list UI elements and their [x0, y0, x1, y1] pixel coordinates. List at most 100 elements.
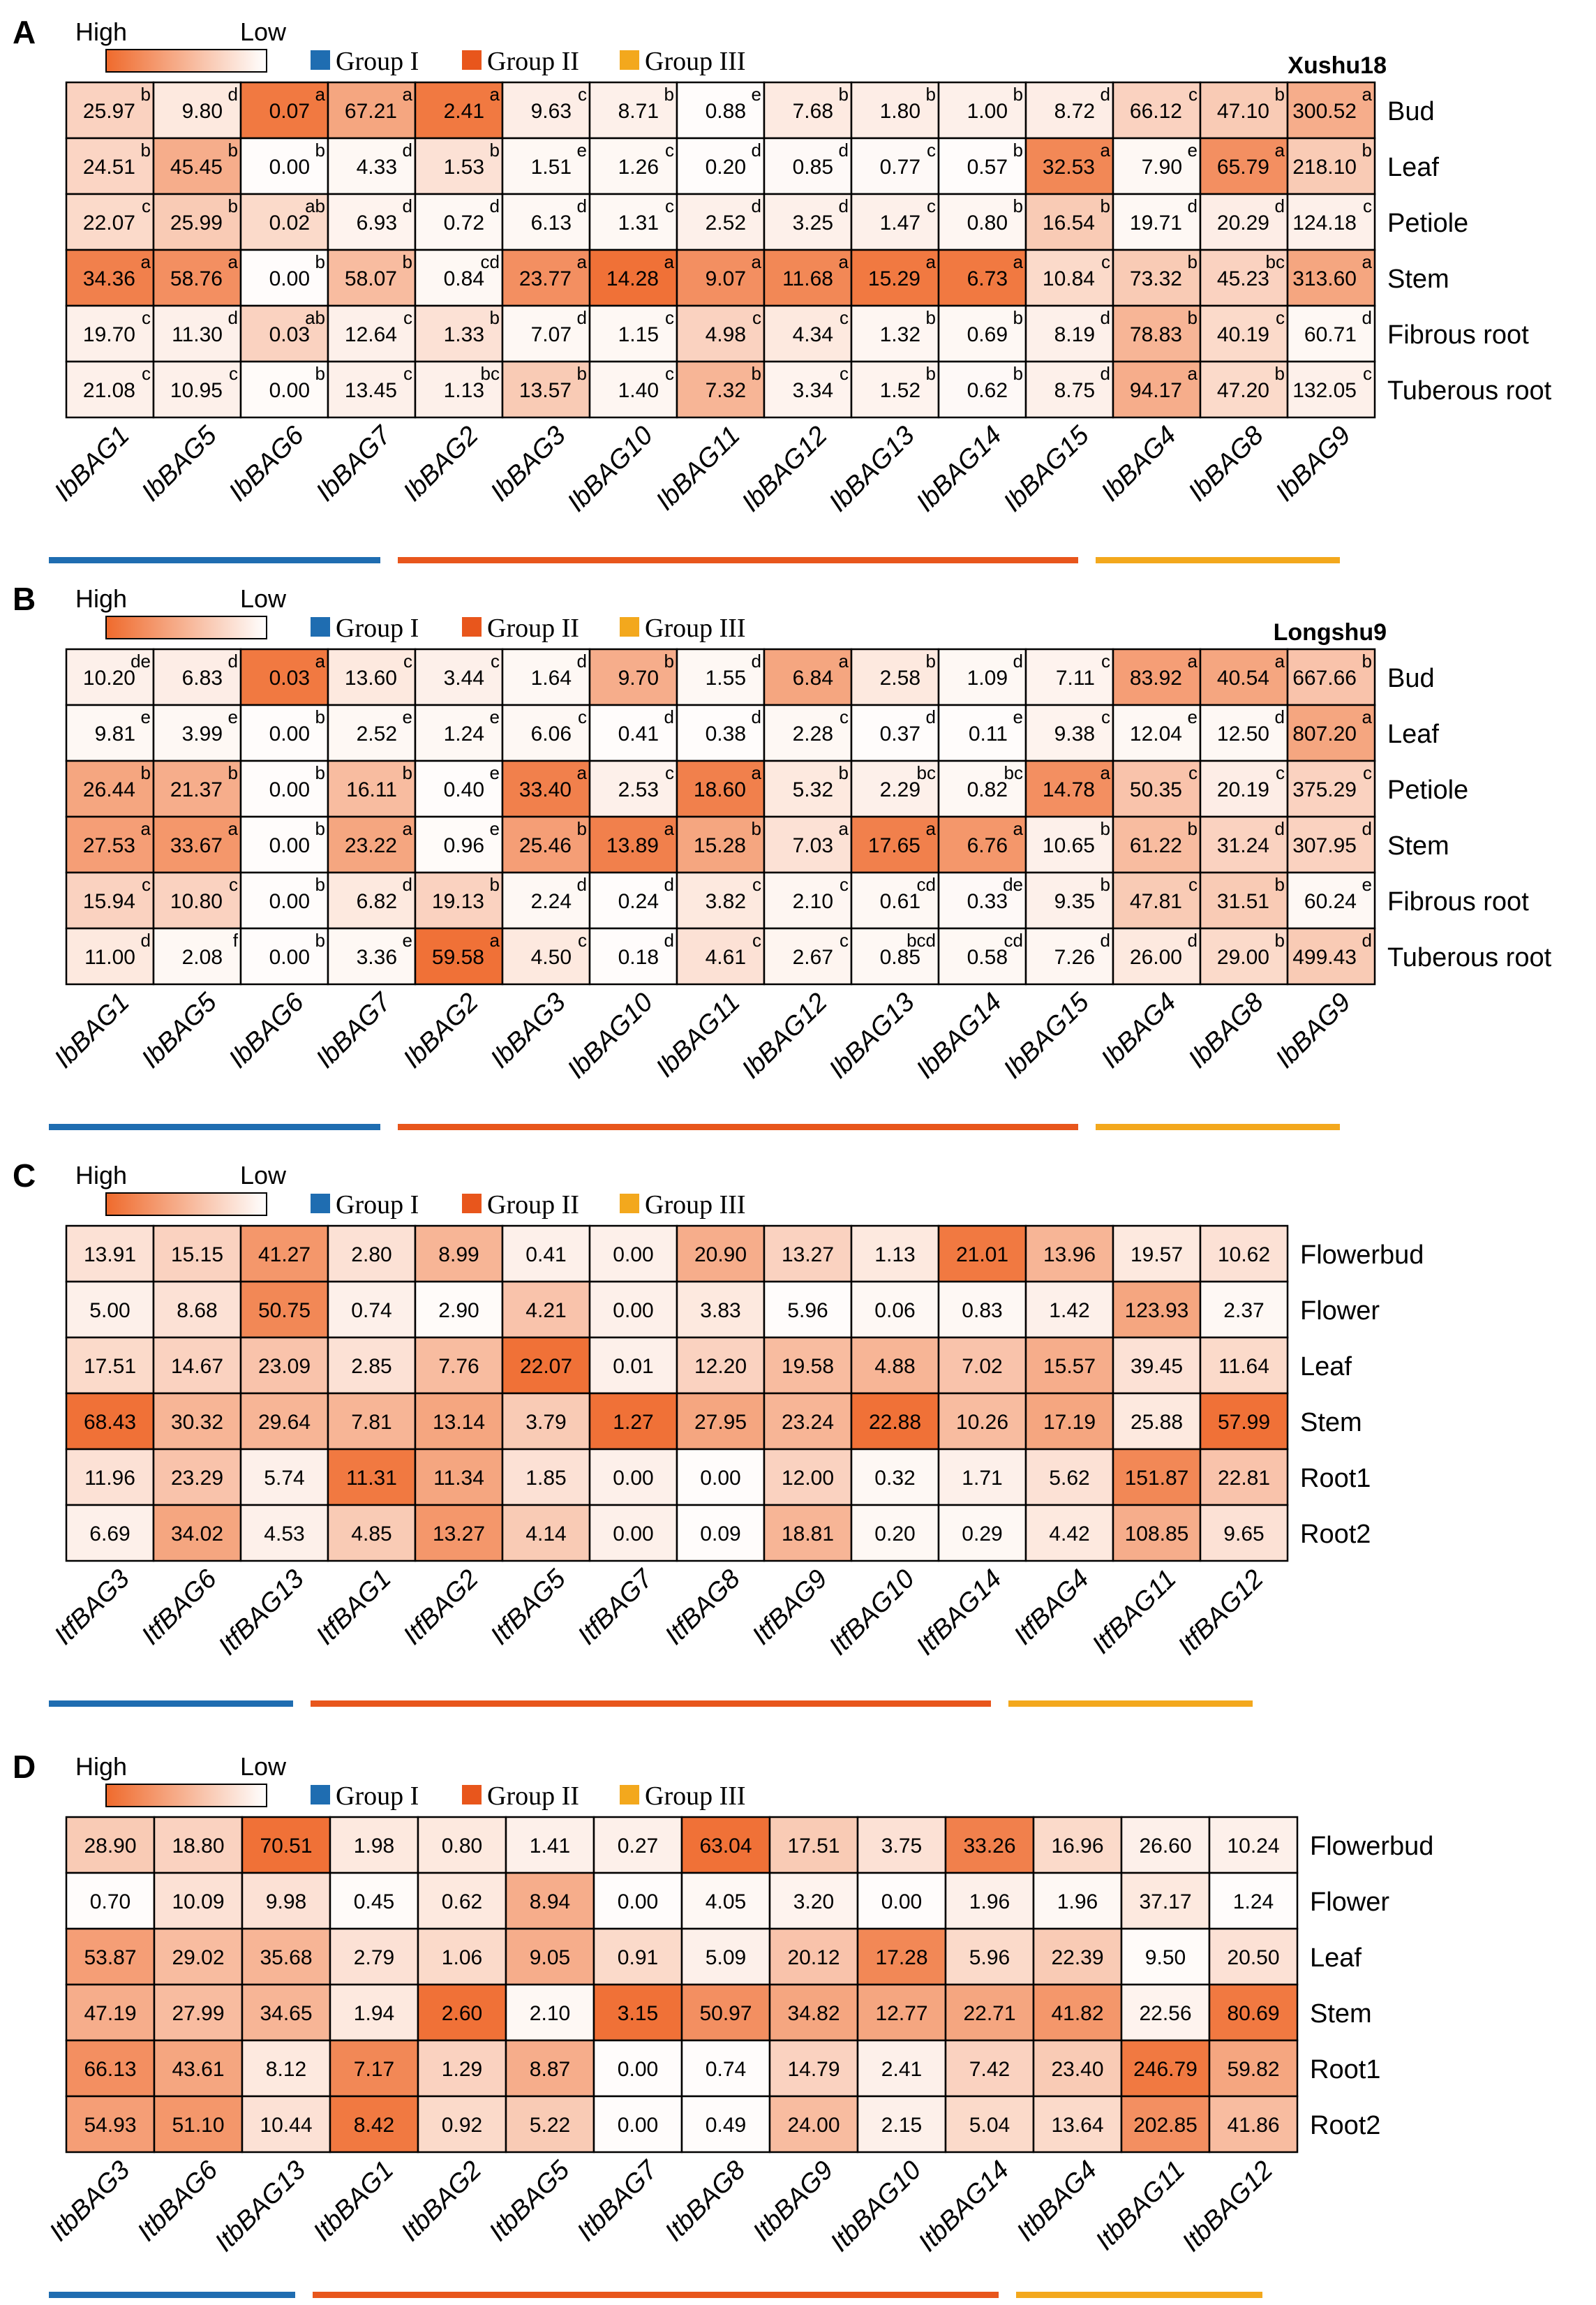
significance-letter: a	[926, 251, 937, 272]
heatmap-cell	[937, 759, 1027, 818]
column-label: IbBAG1	[49, 421, 135, 507]
significance-letter: d	[752, 651, 761, 672]
cell-value: 41.82	[1051, 2002, 1103, 2025]
cell-value: 12.50	[1217, 722, 1269, 746]
cell-value: 20.12	[787, 1946, 840, 1969]
heatmap-cell	[850, 1336, 940, 1395]
heatmap-cell	[763, 648, 853, 706]
significance-letter: a	[664, 251, 675, 272]
heatmap-cell	[1286, 304, 1376, 363]
heatmap-cell	[1024, 759, 1114, 818]
cell-value: 1.85	[525, 1467, 566, 1490]
cell-value: 0.00	[613, 1467, 653, 1490]
significance-letter: b	[752, 818, 761, 839]
cell-value: 0.11	[969, 722, 1008, 746]
panel-title: Xushu18	[1288, 52, 1387, 79]
significance-letter: d	[228, 307, 238, 328]
cell-value: 2.67	[793, 946, 833, 969]
heatmap-cell	[1024, 871, 1114, 930]
significance-letter: b	[1101, 818, 1110, 839]
heatmap-cell	[65, 1392, 155, 1451]
cell-value: 11.30	[172, 323, 223, 346]
cell-value: 0.00	[269, 156, 310, 179]
heatmap-cell	[1112, 1224, 1202, 1283]
cell-value: 34.82	[787, 2002, 840, 2025]
cell-value: 0.57	[967, 156, 1008, 179]
cell-value: 1.33	[444, 323, 484, 346]
significance-letter: b	[141, 84, 151, 105]
cell-value: 0.27	[618, 1835, 658, 1858]
cell-value: 1.27	[613, 1411, 653, 1434]
cell-value: 0.38	[706, 722, 746, 746]
heatmap-cell	[65, 360, 155, 419]
cell-value: 94.17	[1130, 379, 1182, 402]
cell-value: 7.42	[969, 2058, 1010, 2081]
cell-value: 41.27	[258, 1243, 311, 1266]
significance-letter: c	[403, 363, 412, 384]
cell-value: 22.07	[83, 212, 135, 235]
heatmap-cell	[850, 815, 940, 874]
cell-value: 5.32	[793, 778, 833, 801]
cell-value: 0.74	[706, 2058, 746, 2081]
legend-label-group-1: Group I	[336, 614, 419, 643]
heatmap-cell	[676, 1392, 766, 1451]
legend-low-label: Low	[240, 1752, 287, 1781]
cell-value: 51.10	[172, 2114, 224, 2137]
heatmap-cell	[65, 759, 155, 818]
significance-letter: e	[490, 818, 500, 839]
cell-value: 0.00	[269, 722, 310, 746]
significance-letter: bc	[481, 363, 500, 384]
row-label: Flower	[1300, 1296, 1380, 1326]
heatmap-cell	[588, 360, 678, 419]
cell-value: 246.79	[1133, 2058, 1198, 2081]
cell-value: 3.83	[700, 1299, 740, 1322]
cell-value: 6.93	[357, 212, 397, 235]
row-label: Petiole	[1387, 776, 1468, 805]
cell-value: 0.00	[613, 1522, 653, 1546]
heatmap-cell	[414, 1224, 504, 1283]
cell-value: 1.29	[442, 2058, 482, 2081]
cell-value: 68.43	[84, 1411, 136, 1434]
legend-label-group-1: Group I	[336, 1781, 419, 1811]
cell-value: 78.83	[1130, 323, 1182, 346]
heatmap-cell	[588, 815, 678, 874]
cell-value: 18.81	[782, 1522, 834, 1546]
cell-value: 108.85	[1125, 1522, 1189, 1546]
cell-value: 7.68	[793, 100, 833, 123]
heatmap-cell	[327, 815, 417, 874]
significance-letter: c	[578, 84, 587, 105]
heatmap-cell	[1208, 1983, 1299, 2042]
heatmap-cell	[239, 249, 329, 307]
cell-value: 5.96	[969, 1946, 1010, 1969]
heatmap-cell	[588, 1336, 678, 1395]
heatmap-cell	[676, 1280, 766, 1339]
significance-letter: c	[403, 307, 412, 328]
cell-value: 5.00	[89, 1299, 130, 1322]
cell-value: 0.03	[269, 667, 310, 690]
cell-value: 123.93	[1125, 1299, 1189, 1322]
heatmap-cell	[850, 81, 940, 140]
heatmap-cell	[1024, 1392, 1114, 1451]
column-label: ItbBAG2	[396, 2156, 487, 2247]
cell-value: 6.06	[531, 722, 572, 746]
heatmap-cell	[152, 1280, 242, 1339]
cell-value: 70.51	[260, 1835, 312, 1858]
heatmap-cell	[414, 704, 504, 762]
heatmap-cell	[588, 1448, 678, 1506]
significance-letter: d	[1188, 930, 1198, 951]
heatmap-cell	[850, 360, 940, 419]
heatmap-cell	[1286, 927, 1376, 986]
cell-value: 0.33	[967, 890, 1008, 913]
cell-value: 19.13	[432, 890, 484, 913]
significance-letter: b	[1275, 363, 1285, 384]
cell-value: 0.01	[613, 1355, 653, 1378]
cell-value: 3.75	[881, 1835, 922, 1858]
panel-letter: C	[13, 1157, 36, 1194]
cell-value: 8.75	[1054, 379, 1095, 402]
cell-value: 18.80	[172, 1835, 224, 1858]
cell-value: 13.27	[433, 1522, 485, 1546]
heatmap-cell	[1120, 1816, 1211, 1874]
significance-letter: f	[233, 930, 239, 951]
cell-value: 9.70	[618, 667, 659, 690]
heatmap-cell	[937, 927, 1027, 986]
